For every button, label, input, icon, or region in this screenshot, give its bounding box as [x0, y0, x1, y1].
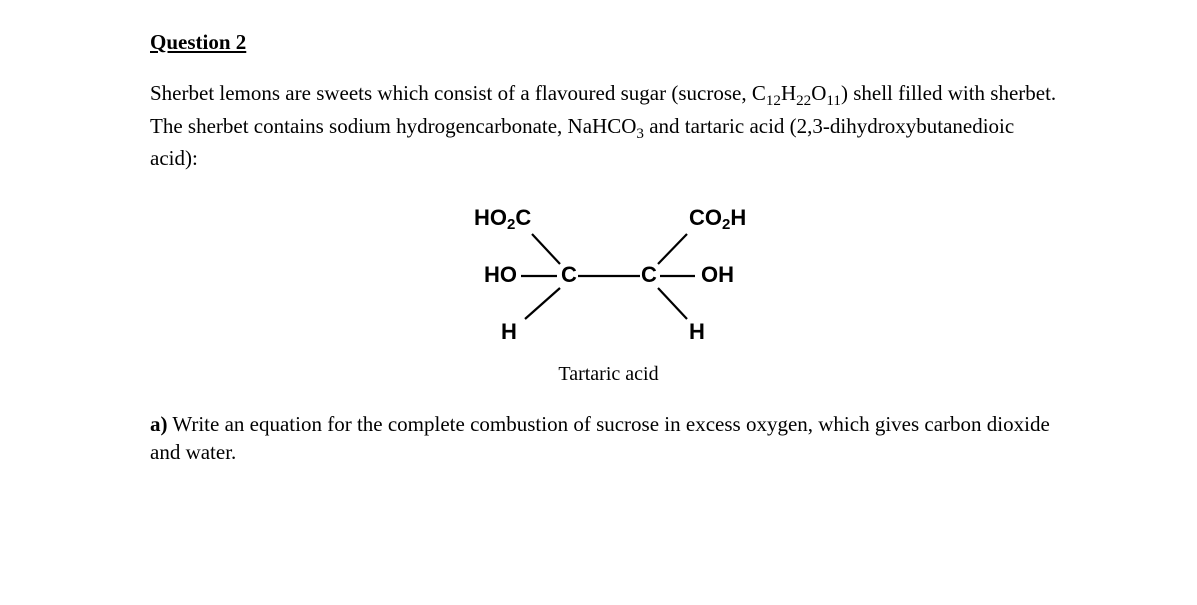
svg-text:C: C	[561, 261, 577, 286]
svg-text:HO2C: HO2C	[474, 204, 531, 232]
svg-text:H: H	[689, 318, 705, 343]
svg-text:C: C	[641, 261, 657, 286]
structure-svg: HO2C CO2H HO OH H H C C	[429, 201, 789, 351]
svg-text:H: H	[501, 318, 517, 343]
svg-text:CO2H: CO2H	[689, 204, 746, 232]
svg-text:HO: HO	[484, 261, 517, 286]
question-number-heading: Question 2	[150, 30, 1067, 55]
part-a-label: a)	[150, 412, 168, 436]
question-intro-paragraph: Sherbet lemons are sweets which consist …	[150, 79, 1067, 173]
part-a-text: Write an equation for the complete combu…	[150, 412, 1050, 464]
part-a-prompt: a) Write an equation for the complete co…	[150, 410, 1067, 467]
svg-text:OH: OH	[701, 261, 734, 286]
tartaric-acid-diagram: HO2C CO2H HO OH H H C C Tartaric acid	[150, 201, 1067, 386]
diagram-caption: Tartaric acid	[558, 363, 658, 386]
